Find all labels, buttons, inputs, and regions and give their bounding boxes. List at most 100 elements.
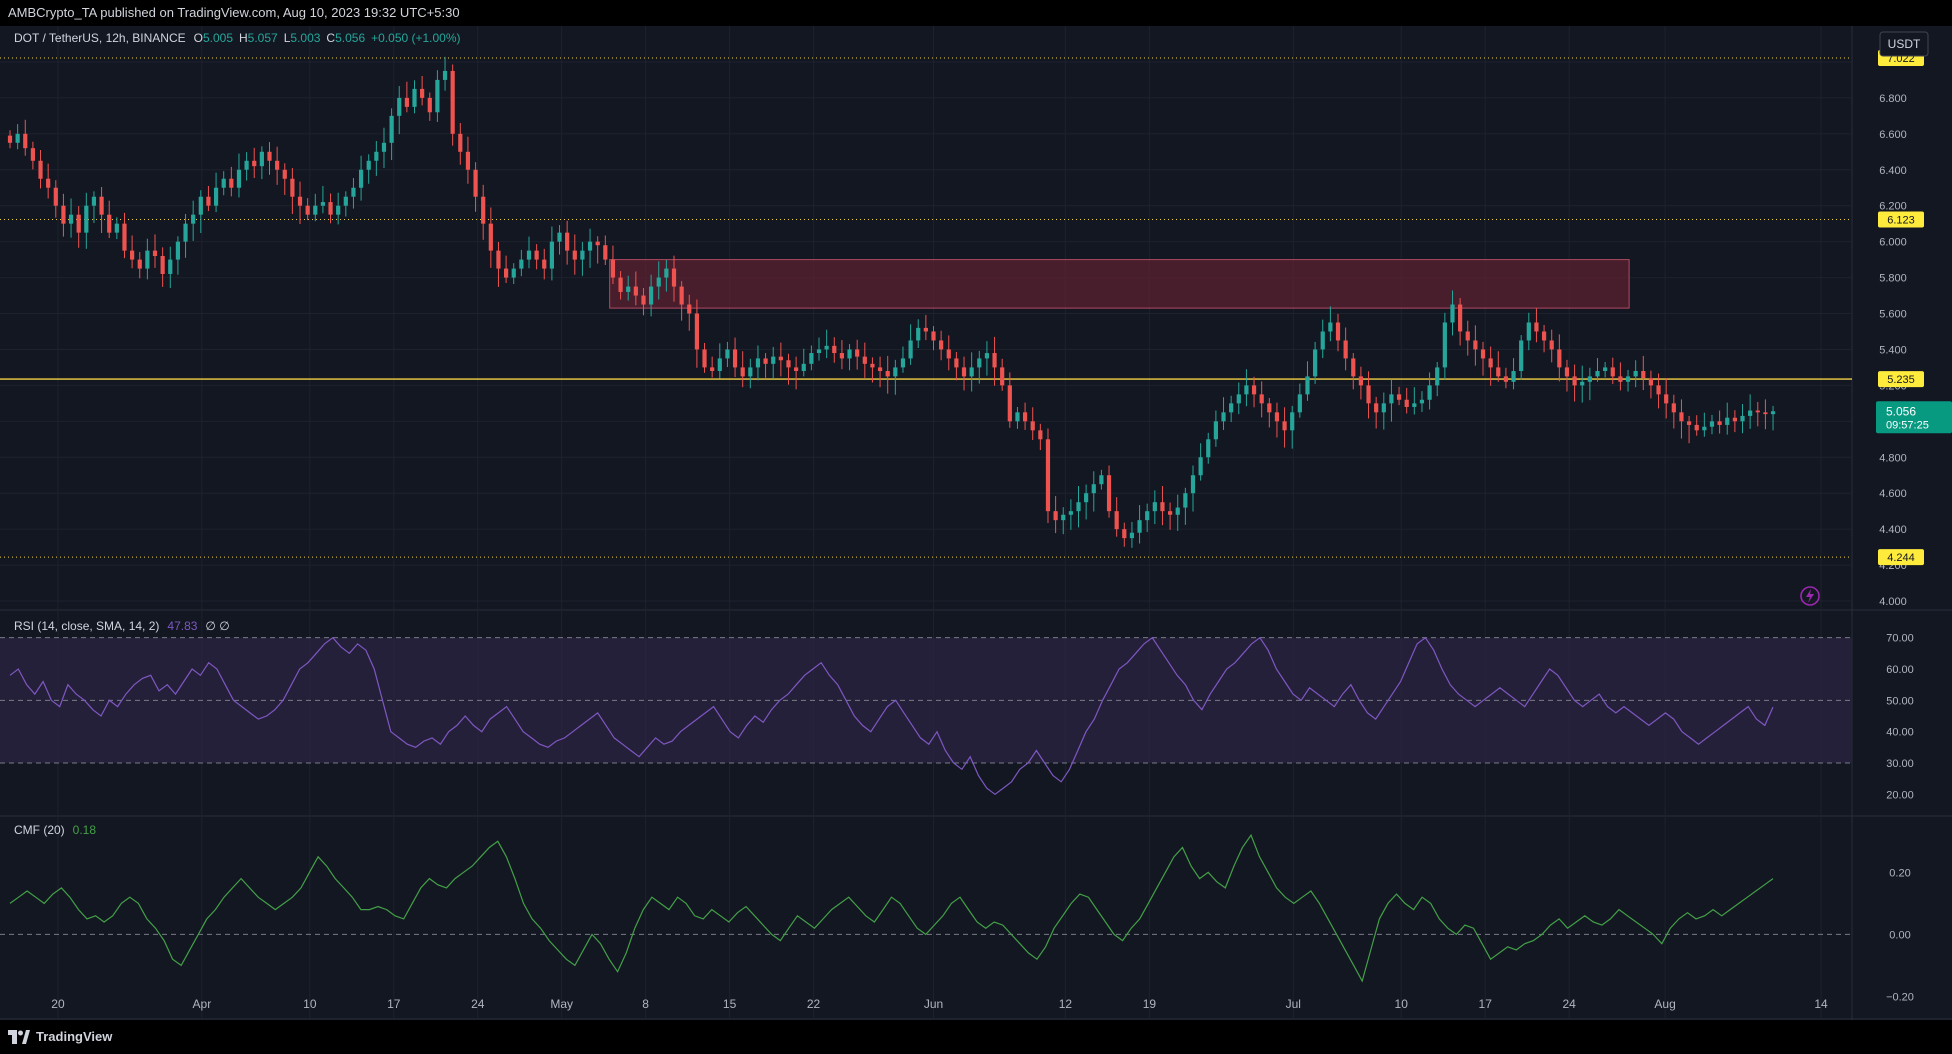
price-tick-label: 6.200 [1879,201,1907,213]
candle [1473,325,1478,366]
symbol-legend[interactable]: DOT / TetherUS, 12h, BINANCE O5.005 H5.057… [14,31,461,45]
candle [442,56,448,91]
candle [1625,369,1631,392]
candle [1618,362,1623,391]
rsi-tick-label: 20.00 [1886,789,1914,801]
currency-button[interactable]: USDT [1879,31,1929,57]
chart-area[interactable]: 4.0004.2004.4004.6004.8005.0005.2005.400… [0,26,1952,1020]
candle [267,142,272,175]
candle [1389,379,1394,422]
candle [1755,401,1760,427]
candle [1648,370,1654,399]
candle [572,234,577,275]
candle [984,341,990,376]
rsi-tick-label: 60.00 [1886,664,1914,676]
candle [1572,364,1577,402]
candle [488,207,493,268]
candle [1358,366,1363,400]
rsi-tick-label: 40.00 [1886,727,1914,739]
candle [786,353,791,385]
candle [1167,502,1173,530]
candle [1427,372,1432,410]
candle [1114,497,1119,537]
candle [923,314,928,341]
candle [99,187,104,234]
cmf-line [9,833,1774,983]
candle [259,146,264,180]
candle [1030,407,1035,441]
candle [305,198,310,221]
candle [1580,365,1585,403]
candle [977,350,982,384]
candle [1381,392,1386,430]
candle [1564,359,1570,392]
lightning-icon[interactable] [1800,586,1820,606]
candle [1541,325,1547,353]
time-tick-label: 8 [642,997,649,1011]
candle [1129,521,1135,548]
candle [412,80,417,114]
time-tick-label: 22 [807,997,821,1011]
candle [1351,353,1356,390]
rsi-pane [0,636,1852,796]
candle [679,281,684,321]
candle [175,236,181,275]
candle [1450,290,1455,336]
price-tick-label: 6.400 [1879,165,1907,177]
rsi-line [9,636,1774,796]
publish-text: AMBCrypto_TA published on TradingView.co… [8,5,460,20]
candle [1076,486,1081,528]
footer-bar: TradingView [0,1020,1952,1054]
candle [1465,320,1470,356]
candle [656,261,661,300]
candle [53,180,58,218]
candle [580,241,585,276]
price-tick-label: 6.800 [1879,93,1907,105]
candle [320,185,326,214]
candle [1610,357,1615,384]
candle [1152,490,1157,525]
candle [824,329,829,359]
candle [1343,327,1348,371]
candle [855,339,860,370]
tradingview-logo[interactable]: TradingView [8,1020,112,1054]
candle [1297,383,1302,418]
candle [297,181,303,225]
candle [710,356,715,378]
candle [374,141,379,176]
candle [1145,503,1150,533]
resistance-zone [609,259,1630,309]
candle [38,149,43,189]
cmf-tick-label: 0.20 [1889,867,1910,879]
candle [1702,412,1707,437]
candle [450,64,455,146]
candle [1061,507,1066,535]
candle [1503,367,1509,389]
candle [290,167,295,214]
time-tick-label: Jun [924,997,943,1011]
candle [1221,397,1226,430]
candle [687,294,692,331]
candle [794,356,799,390]
candle [46,163,51,199]
time-axis[interactable]: 20 Apr 10 17 24 May 8 15 22 Jun 12 19 Jul 10 17 24 Aug 14 [51,997,1828,1011]
rsi-legend[interactable]: RSI (14, close, SMA, 14, 2) 47.83 ∅ ∅ [14,619,230,633]
candle [30,141,35,170]
candle [313,193,318,222]
time-tick-label: 24 [1562,997,1576,1011]
candle [358,155,364,201]
candle [1679,399,1684,439]
candle [778,342,783,377]
cmf-pane [0,833,1852,983]
candle [1587,367,1592,401]
candle [702,342,707,373]
price-tick-label: 5.600 [1879,309,1907,321]
candle [610,245,616,285]
candle [1557,334,1562,382]
cmf-legend[interactable]: CMF (20) 0.18 [14,823,96,837]
candle [1229,395,1234,423]
candle [1748,394,1753,429]
candle [1084,484,1089,520]
price-tick-label: 4.600 [1879,488,1907,500]
candle [595,236,600,264]
